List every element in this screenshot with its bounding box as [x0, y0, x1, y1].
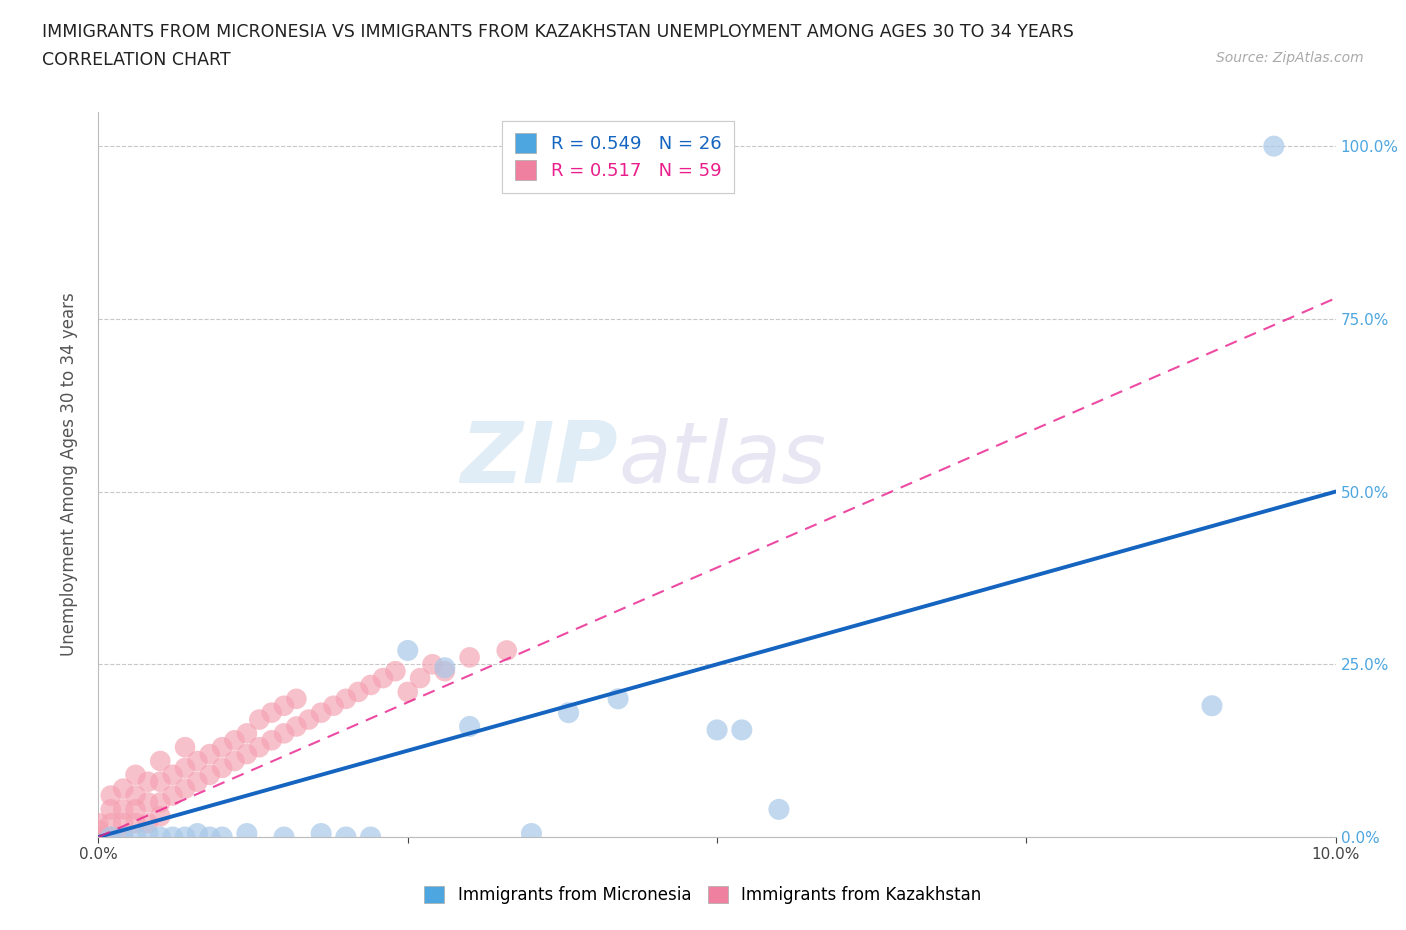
Point [136, 826, 159, 841]
Point [124, 767, 146, 782]
Point [100, 788, 122, 803]
Point [322, 698, 344, 713]
Point [162, 788, 184, 803]
Point [1263, 139, 1285, 153]
Text: CORRELATION CHART: CORRELATION CHART [42, 51, 231, 69]
Point [298, 712, 321, 727]
Legend: Immigrants from Micronesia, Immigrants from Kazakhstan: Immigrants from Micronesia, Immigrants f… [416, 878, 990, 912]
Point [495, 643, 517, 658]
Point [247, 712, 270, 727]
Point [236, 747, 259, 762]
Point [87, 830, 110, 844]
Point [236, 826, 259, 841]
Point [309, 705, 332, 720]
Text: atlas: atlas [619, 418, 827, 501]
Point [149, 830, 172, 844]
Point [100, 816, 122, 830]
Point [136, 795, 159, 810]
Point [1201, 698, 1223, 713]
Point [198, 747, 221, 762]
Point [100, 830, 122, 844]
Text: ZIP: ZIP [460, 418, 619, 501]
Point [87, 816, 110, 830]
Point [247, 739, 270, 754]
Point [124, 816, 146, 830]
Point [273, 698, 295, 713]
Point [112, 830, 135, 844]
Point [273, 830, 295, 844]
Point [174, 830, 197, 844]
Point [335, 830, 357, 844]
Point [149, 753, 172, 768]
Point [186, 753, 208, 768]
Point [149, 775, 172, 790]
Point [422, 657, 444, 671]
Point [224, 753, 246, 768]
Point [186, 826, 208, 841]
Point [124, 830, 146, 844]
Point [211, 739, 233, 754]
Legend: R = 0.549   N = 26, R = 0.517   N = 59: R = 0.549 N = 26, R = 0.517 N = 59 [502, 121, 734, 193]
Point [112, 802, 135, 817]
Text: Source: ZipAtlas.com: Source: ZipAtlas.com [1216, 51, 1364, 65]
Point [198, 767, 221, 782]
Point [100, 830, 122, 844]
Point [87, 823, 110, 838]
Point [360, 678, 382, 693]
Point [149, 795, 172, 810]
Point [136, 816, 159, 830]
Point [273, 726, 295, 741]
Point [211, 830, 233, 844]
Point [174, 781, 197, 796]
Point [706, 723, 728, 737]
Point [136, 775, 159, 790]
Point [149, 809, 172, 824]
Point [458, 650, 481, 665]
Point [198, 830, 221, 844]
Point [347, 684, 370, 699]
Point [371, 671, 394, 685]
Point [174, 739, 197, 754]
Point [186, 775, 208, 790]
Point [174, 761, 197, 776]
Point [409, 671, 432, 685]
Point [557, 705, 579, 720]
Point [112, 830, 135, 844]
Point [309, 826, 332, 841]
Point [433, 660, 456, 675]
Point [236, 726, 259, 741]
Point [260, 705, 283, 720]
Point [162, 767, 184, 782]
Point [112, 816, 135, 830]
Point [124, 802, 146, 817]
Point [260, 733, 283, 748]
Point [433, 664, 456, 679]
Point [396, 684, 419, 699]
Point [100, 802, 122, 817]
Point [162, 830, 184, 844]
Point [285, 691, 308, 706]
Text: IMMIGRANTS FROM MICRONESIA VS IMMIGRANTS FROM KAZAKHSTAN UNEMPLOYMENT AMONG AGES: IMMIGRANTS FROM MICRONESIA VS IMMIGRANTS… [42, 23, 1074, 41]
Point [731, 723, 754, 737]
Point [520, 826, 543, 841]
Point [224, 733, 246, 748]
Point [335, 691, 357, 706]
Point [458, 719, 481, 734]
Point [384, 664, 406, 679]
Point [607, 691, 630, 706]
Point [396, 643, 419, 658]
Y-axis label: Unemployment Among Ages 30 to 34 years: Unemployment Among Ages 30 to 34 years [59, 292, 77, 657]
Point [211, 761, 233, 776]
Point [124, 788, 146, 803]
Point [768, 802, 790, 817]
Point [360, 830, 382, 844]
Point [112, 781, 135, 796]
Point [285, 719, 308, 734]
